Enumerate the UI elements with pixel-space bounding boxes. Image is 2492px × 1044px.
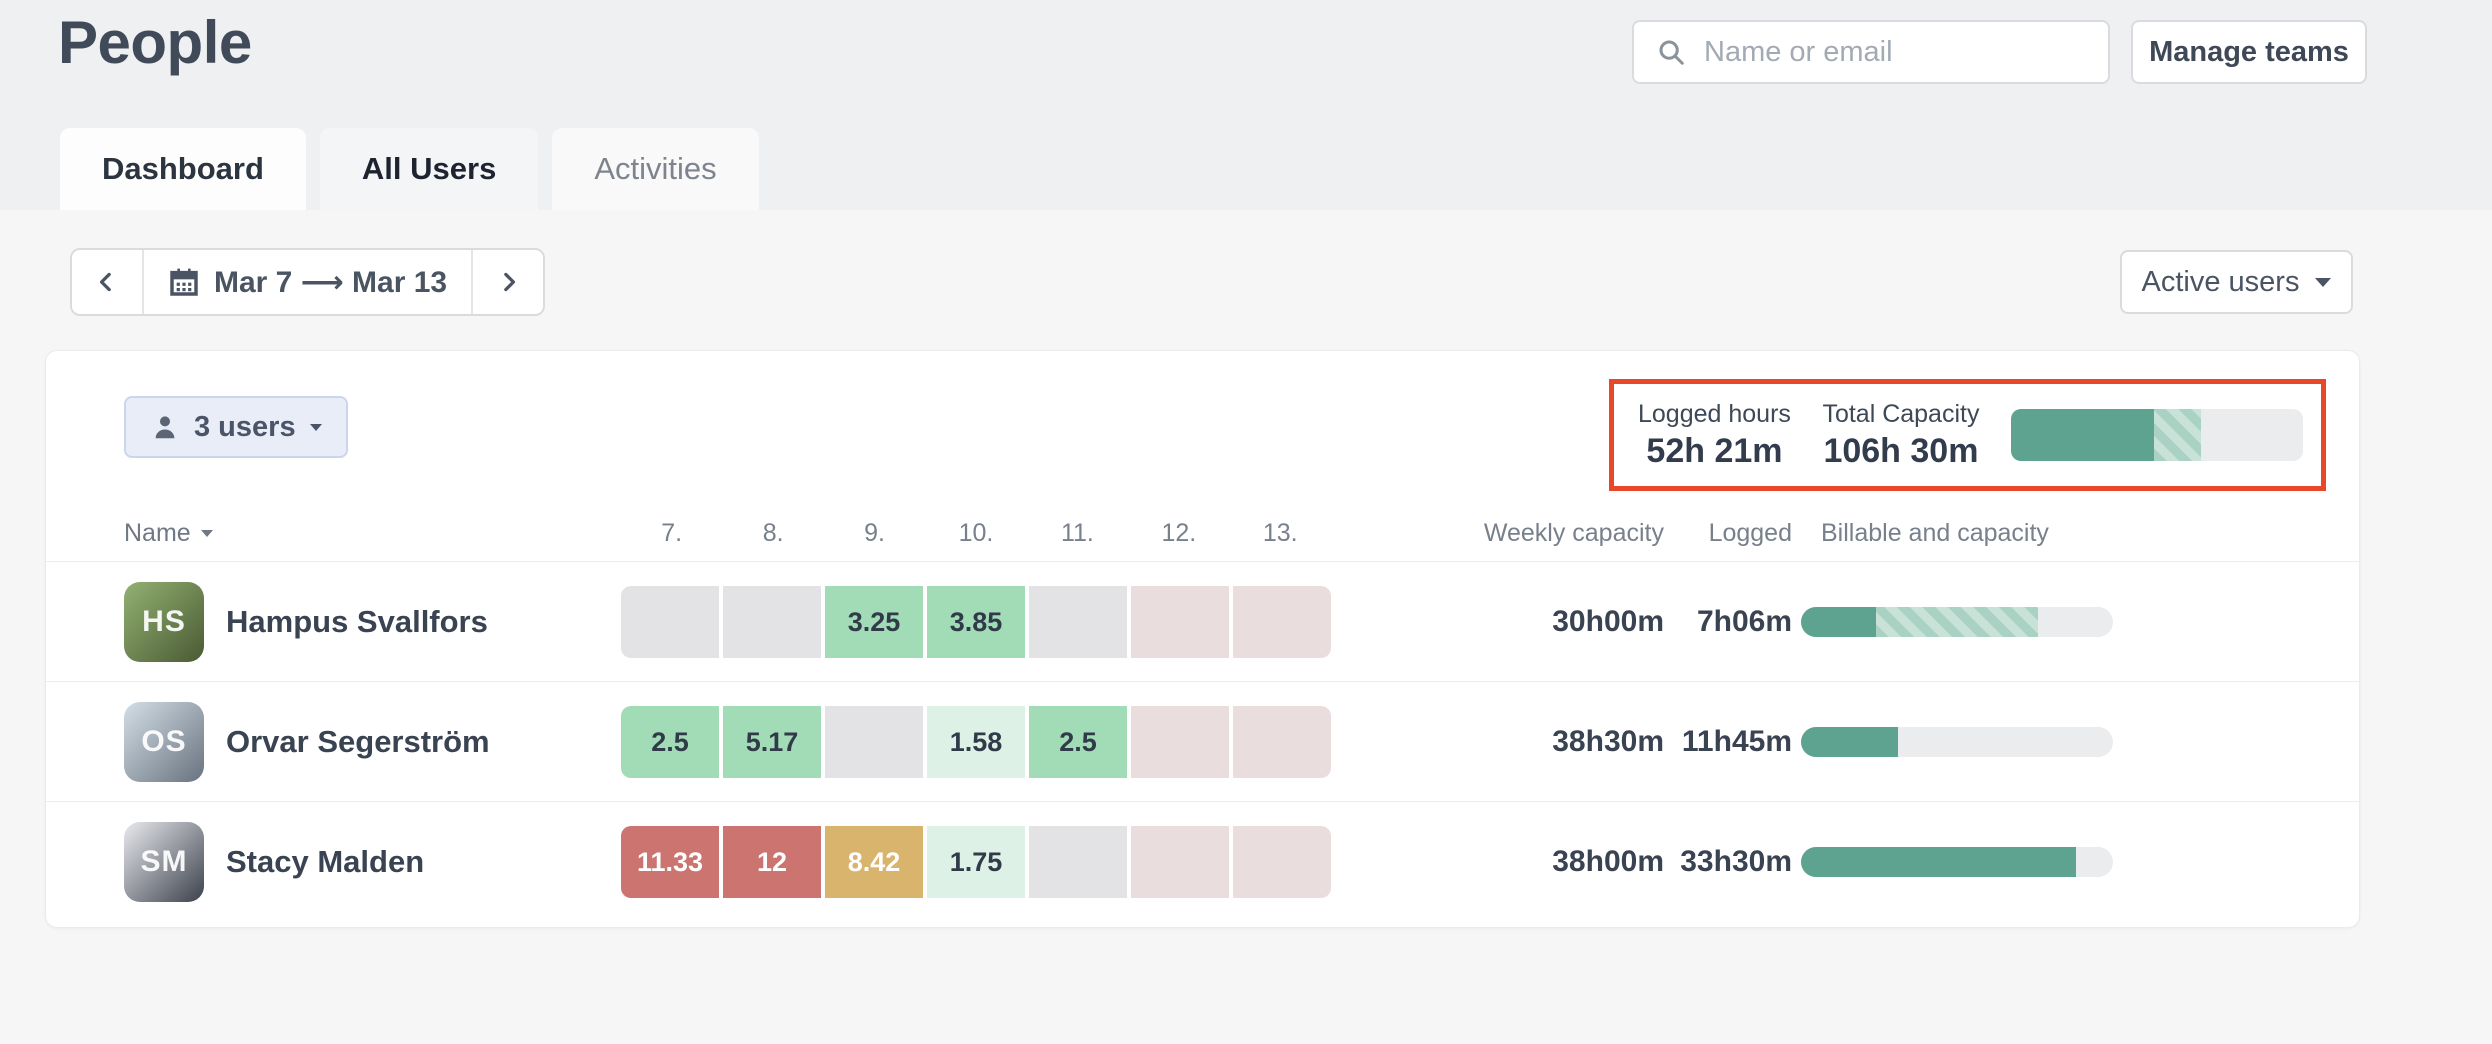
bar-logged-segment bbox=[1801, 607, 1876, 637]
day-cell bbox=[1029, 586, 1127, 658]
sort-descending-icon bbox=[200, 530, 213, 537]
total-capacity-bar bbox=[2011, 409, 2303, 461]
bar-scheduled-segment bbox=[2154, 409, 2201, 461]
avatar: OS bbox=[124, 702, 204, 782]
date-range-button[interactable]: Mar 7 ⟶ Mar 13 bbox=[144, 250, 471, 314]
column-header-name[interactable]: Name bbox=[124, 519, 213, 548]
day-column-headers: 7. 8. 9. 10. 11. 12. 13. bbox=[621, 519, 1331, 548]
tab-dashboard[interactable]: Dashboard bbox=[60, 128, 306, 210]
bar-logged-segment bbox=[2011, 409, 2155, 461]
column-header-day: 11. bbox=[1060, 519, 1094, 547]
day-cells: 2.5 5.17 1.58 2.5 bbox=[621, 706, 1331, 778]
column-header-logged: Logged bbox=[1708, 519, 1792, 547]
chevron-down-icon bbox=[2315, 277, 2332, 287]
logged-value: 33h30m bbox=[1680, 844, 1792, 878]
avatar: HS bbox=[124, 582, 204, 662]
day-cell bbox=[1131, 826, 1229, 898]
table-header: Name 7. 8. 9. 10. 11. 12. 13. Weekly cap… bbox=[46, 519, 2359, 561]
day-cell: 1.75 bbox=[927, 826, 1025, 898]
day-cell: 1.58 bbox=[927, 706, 1025, 778]
weekly-capacity-value: 38h30m bbox=[1552, 724, 1664, 758]
column-header-day: 12. bbox=[1161, 519, 1197, 547]
day-cell bbox=[825, 706, 923, 778]
day-cell: 2.5 bbox=[1029, 706, 1127, 778]
bar-logged-segment bbox=[1801, 847, 2076, 877]
day-cell: 12 bbox=[723, 826, 821, 898]
column-header-weekly-capacity: Weekly capacity bbox=[1483, 519, 1664, 547]
day-cells: 3.25 3.85 bbox=[621, 586, 1331, 658]
manage-teams-button[interactable]: Manage teams bbox=[2131, 20, 2367, 84]
logged-hours-value: 52h 21m bbox=[1646, 431, 1783, 470]
chevron-down-icon bbox=[309, 423, 322, 431]
users-table-body: HS Hampus Svallfors 3.25 3.85 30h00m 7h0… bbox=[46, 561, 2359, 921]
column-header-day: 8. bbox=[762, 519, 784, 547]
day-cell bbox=[621, 586, 719, 658]
day-cell: 3.25 bbox=[825, 586, 923, 658]
table-row: SM Stacy Malden 11.33 12 8.42 1.75 38h00… bbox=[46, 801, 2359, 921]
search-input[interactable] bbox=[1702, 34, 2086, 70]
tab-all-users[interactable]: All Users bbox=[319, 128, 539, 210]
day-cell: 5.17 bbox=[723, 706, 821, 778]
column-header-day: 13. bbox=[1262, 519, 1298, 547]
day-cell bbox=[723, 586, 821, 658]
column-header-day: 10. bbox=[958, 519, 994, 547]
column-header-billable: Billable and capacity bbox=[1821, 519, 2049, 547]
users-count-dropdown[interactable]: 3 users bbox=[124, 396, 348, 458]
date-range-label: Mar 7 ⟶ Mar 13 bbox=[214, 265, 448, 299]
day-cell bbox=[1233, 586, 1331, 658]
day-cell: 2.5 bbox=[621, 706, 719, 778]
users-count-label: 3 users bbox=[194, 410, 296, 443]
day-cell bbox=[1131, 586, 1229, 658]
users-panel: 3 users Logged hours 52h 21m Total Capac… bbox=[45, 350, 2360, 928]
column-header-day: 7. bbox=[661, 519, 683, 547]
table-row: OS Orvar Segerström 2.5 5.17 1.58 2.5 38… bbox=[46, 681, 2359, 801]
day-cell bbox=[1233, 706, 1331, 778]
billable-capacity-bar bbox=[1801, 607, 2113, 637]
highlight-annotation-summary: Logged hours 52h 21m Total Capacity 106h… bbox=[1609, 379, 2326, 491]
day-cell bbox=[1029, 826, 1127, 898]
logged-hours-stat: Logged hours 52h 21m bbox=[1638, 400, 1791, 471]
prev-week-button[interactable] bbox=[72, 250, 144, 314]
tab-bar: Dashboard All Users Activities bbox=[60, 128, 759, 210]
search-icon bbox=[1656, 37, 1686, 67]
logged-value: 7h06m bbox=[1696, 604, 1792, 638]
active-users-filter[interactable]: Active users bbox=[2120, 250, 2353, 314]
user-name[interactable]: Hampus Svallfors bbox=[226, 603, 488, 639]
weekly-capacity-value: 38h00m bbox=[1552, 844, 1664, 878]
page-title: People bbox=[58, 9, 252, 76]
user-name[interactable]: Stacy Malden bbox=[226, 843, 425, 879]
day-cell bbox=[1131, 706, 1229, 778]
next-week-button[interactable] bbox=[471, 250, 544, 314]
avatar: SM bbox=[124, 822, 204, 902]
logged-value: 11h45m bbox=[1681, 724, 1792, 758]
date-navigator: Mar 7 ⟶ Mar 13 bbox=[70, 248, 546, 316]
search-box[interactable] bbox=[1632, 20, 2110, 84]
bar-scheduled-segment bbox=[1875, 607, 2039, 637]
person-icon bbox=[150, 412, 180, 442]
table-row: HS Hampus Svallfors 3.25 3.85 30h00m 7h0… bbox=[46, 561, 2359, 681]
filter-label: Active users bbox=[2141, 265, 2300, 298]
chevron-right-icon bbox=[495, 269, 521, 295]
billable-capacity-bar bbox=[1801, 727, 2113, 757]
chevron-left-icon bbox=[94, 269, 120, 295]
calendar-icon bbox=[168, 266, 200, 298]
day-cell: 8.42 bbox=[825, 826, 923, 898]
bar-logged-segment bbox=[1801, 727, 1898, 757]
logged-hours-label: Logged hours bbox=[1638, 399, 1791, 428]
total-capacity-stat: Total Capacity 106h 30m bbox=[1822, 400, 1979, 471]
header-band: People Manage teams Dashboard All Users … bbox=[0, 0, 2492, 210]
tab-activities[interactable]: Activities bbox=[552, 128, 759, 210]
billable-capacity-bar bbox=[1801, 847, 2113, 877]
total-capacity-value: 106h 30m bbox=[1823, 431, 1979, 470]
user-name[interactable]: Orvar Segerström bbox=[226, 723, 490, 759]
day-cell: 11.33 bbox=[621, 826, 719, 898]
weekly-capacity-value: 30h00m bbox=[1552, 604, 1664, 638]
day-cells: 11.33 12 8.42 1.75 bbox=[621, 826, 1331, 898]
day-cell: 3.85 bbox=[927, 586, 1025, 658]
column-header-day: 9. bbox=[864, 519, 885, 547]
total-capacity-label: Total Capacity bbox=[1822, 399, 1980, 428]
day-cell bbox=[1233, 826, 1331, 898]
